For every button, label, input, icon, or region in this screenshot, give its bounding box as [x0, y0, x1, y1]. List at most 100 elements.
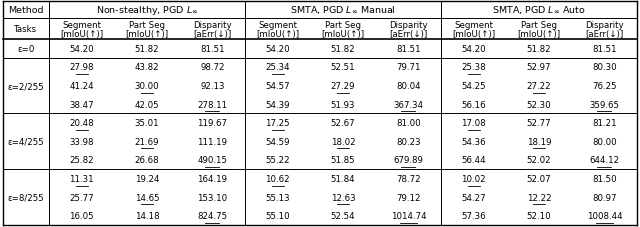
Text: 11.31: 11.31 — [69, 174, 94, 183]
Text: 80.00: 80.00 — [592, 137, 617, 146]
Text: 111.19: 111.19 — [197, 137, 227, 146]
Text: 55.13: 55.13 — [266, 193, 290, 202]
Text: 56.44: 56.44 — [461, 156, 486, 165]
Text: [aErr(↓)]: [aErr(↓)] — [389, 29, 428, 38]
Text: 52.54: 52.54 — [331, 211, 355, 220]
Text: 21.69: 21.69 — [135, 137, 159, 146]
Text: 14.65: 14.65 — [134, 193, 159, 202]
Text: 51.82: 51.82 — [527, 44, 551, 54]
Text: 25.38: 25.38 — [461, 63, 486, 72]
Text: 51.85: 51.85 — [331, 156, 355, 165]
Text: 12.63: 12.63 — [331, 193, 355, 202]
Text: Part Seg: Part Seg — [325, 20, 361, 29]
Text: 54.59: 54.59 — [266, 137, 290, 146]
Text: 76.25: 76.25 — [592, 82, 617, 91]
Text: 41.24: 41.24 — [69, 82, 94, 91]
Text: 51.82: 51.82 — [134, 44, 159, 54]
Text: 17.08: 17.08 — [461, 119, 486, 128]
Text: Segment: Segment — [62, 20, 101, 29]
Text: 42.05: 42.05 — [134, 100, 159, 109]
Text: 78.72: 78.72 — [396, 174, 420, 183]
Text: 51.93: 51.93 — [331, 100, 355, 109]
Text: 54.20: 54.20 — [266, 44, 290, 54]
Text: 1008.44: 1008.44 — [586, 211, 622, 220]
Text: [mIoU(↑)]: [mIoU(↑)] — [321, 29, 365, 38]
Text: 359.65: 359.65 — [589, 100, 620, 109]
Text: [aErr(↓)]: [aErr(↓)] — [585, 29, 623, 38]
Text: 25.34: 25.34 — [266, 63, 290, 72]
Text: 81.00: 81.00 — [396, 119, 420, 128]
Text: 27.98: 27.98 — [69, 63, 94, 72]
Text: Segment: Segment — [258, 20, 297, 29]
Text: 153.10: 153.10 — [197, 193, 227, 202]
Text: [mIoU(↑)]: [mIoU(↑)] — [452, 29, 495, 38]
Text: 27.29: 27.29 — [331, 82, 355, 91]
Text: 52.77: 52.77 — [527, 119, 551, 128]
Text: 80.23: 80.23 — [396, 137, 420, 146]
Text: 52.07: 52.07 — [527, 174, 551, 183]
Text: [mIoU(↑)]: [mIoU(↑)] — [60, 29, 103, 38]
Text: 52.30: 52.30 — [527, 100, 551, 109]
Text: 52.67: 52.67 — [331, 119, 355, 128]
Text: 98.72: 98.72 — [200, 63, 225, 72]
Text: ε=0: ε=0 — [17, 44, 35, 54]
Text: [mIoU(↑)]: [mIoU(↑)] — [125, 29, 168, 38]
Text: Part Seg: Part Seg — [129, 20, 165, 29]
Text: 12.22: 12.22 — [527, 193, 551, 202]
Text: 80.30: 80.30 — [592, 63, 617, 72]
Text: 81.51: 81.51 — [592, 44, 617, 54]
Text: 54.36: 54.36 — [461, 137, 486, 146]
Text: 52.97: 52.97 — [527, 63, 551, 72]
Text: 81.51: 81.51 — [396, 44, 420, 54]
Text: 52.51: 52.51 — [331, 63, 355, 72]
Text: 81.21: 81.21 — [592, 119, 617, 128]
Text: 26.68: 26.68 — [134, 156, 159, 165]
Text: 20.48: 20.48 — [69, 119, 94, 128]
Text: 52.10: 52.10 — [527, 211, 551, 220]
Text: Non-stealthy, PGD $L_\infty$: Non-stealthy, PGD $L_\infty$ — [96, 4, 198, 17]
Text: 79.12: 79.12 — [396, 193, 420, 202]
Text: Disparity: Disparity — [193, 20, 232, 29]
Text: [mIoU(↑)]: [mIoU(↑)] — [517, 29, 561, 38]
Text: 80.97: 80.97 — [592, 193, 616, 202]
Text: 27.22: 27.22 — [527, 82, 551, 91]
Text: 54.20: 54.20 — [461, 44, 486, 54]
Text: 679.89: 679.89 — [394, 156, 423, 165]
Text: 56.16: 56.16 — [461, 100, 486, 109]
Text: 54.57: 54.57 — [266, 82, 290, 91]
Text: 38.47: 38.47 — [69, 100, 94, 109]
Text: ε=8/255: ε=8/255 — [8, 193, 44, 202]
Text: [aErr(↓)]: [aErr(↓)] — [193, 29, 232, 38]
Text: 10.02: 10.02 — [461, 174, 486, 183]
Text: 278.11: 278.11 — [197, 100, 227, 109]
Text: 81.51: 81.51 — [200, 44, 225, 54]
Text: Disparity: Disparity — [389, 20, 428, 29]
Text: 54.25: 54.25 — [461, 82, 486, 91]
Text: 25.82: 25.82 — [69, 156, 94, 165]
Text: 54.20: 54.20 — [69, 44, 94, 54]
Text: 57.36: 57.36 — [461, 211, 486, 220]
Text: SMTA, PGD $L_\infty$ Auto: SMTA, PGD $L_\infty$ Auto — [492, 5, 586, 16]
Text: 18.02: 18.02 — [331, 137, 355, 146]
Text: 79.71: 79.71 — [396, 63, 420, 72]
Text: 54.39: 54.39 — [266, 100, 290, 109]
Text: ε=2/255: ε=2/255 — [8, 82, 44, 91]
Text: 18.19: 18.19 — [527, 137, 551, 146]
Text: 164.19: 164.19 — [197, 174, 227, 183]
Text: 51.84: 51.84 — [331, 174, 355, 183]
Text: 43.82: 43.82 — [134, 63, 159, 72]
Text: 25.77: 25.77 — [69, 193, 94, 202]
Text: Part Seg: Part Seg — [521, 20, 557, 29]
Text: 35.01: 35.01 — [134, 119, 159, 128]
Text: 490.15: 490.15 — [197, 156, 227, 165]
Text: 92.13: 92.13 — [200, 82, 225, 91]
Text: 19.24: 19.24 — [135, 174, 159, 183]
Text: Tasks: Tasks — [15, 25, 38, 34]
Text: Method: Method — [8, 6, 44, 15]
Text: 1014.74: 1014.74 — [390, 211, 426, 220]
Text: 367.34: 367.34 — [393, 100, 424, 109]
Text: 824.75: 824.75 — [197, 211, 227, 220]
Text: 81.50: 81.50 — [592, 174, 617, 183]
Text: 17.25: 17.25 — [266, 119, 290, 128]
Text: 14.18: 14.18 — [134, 211, 159, 220]
